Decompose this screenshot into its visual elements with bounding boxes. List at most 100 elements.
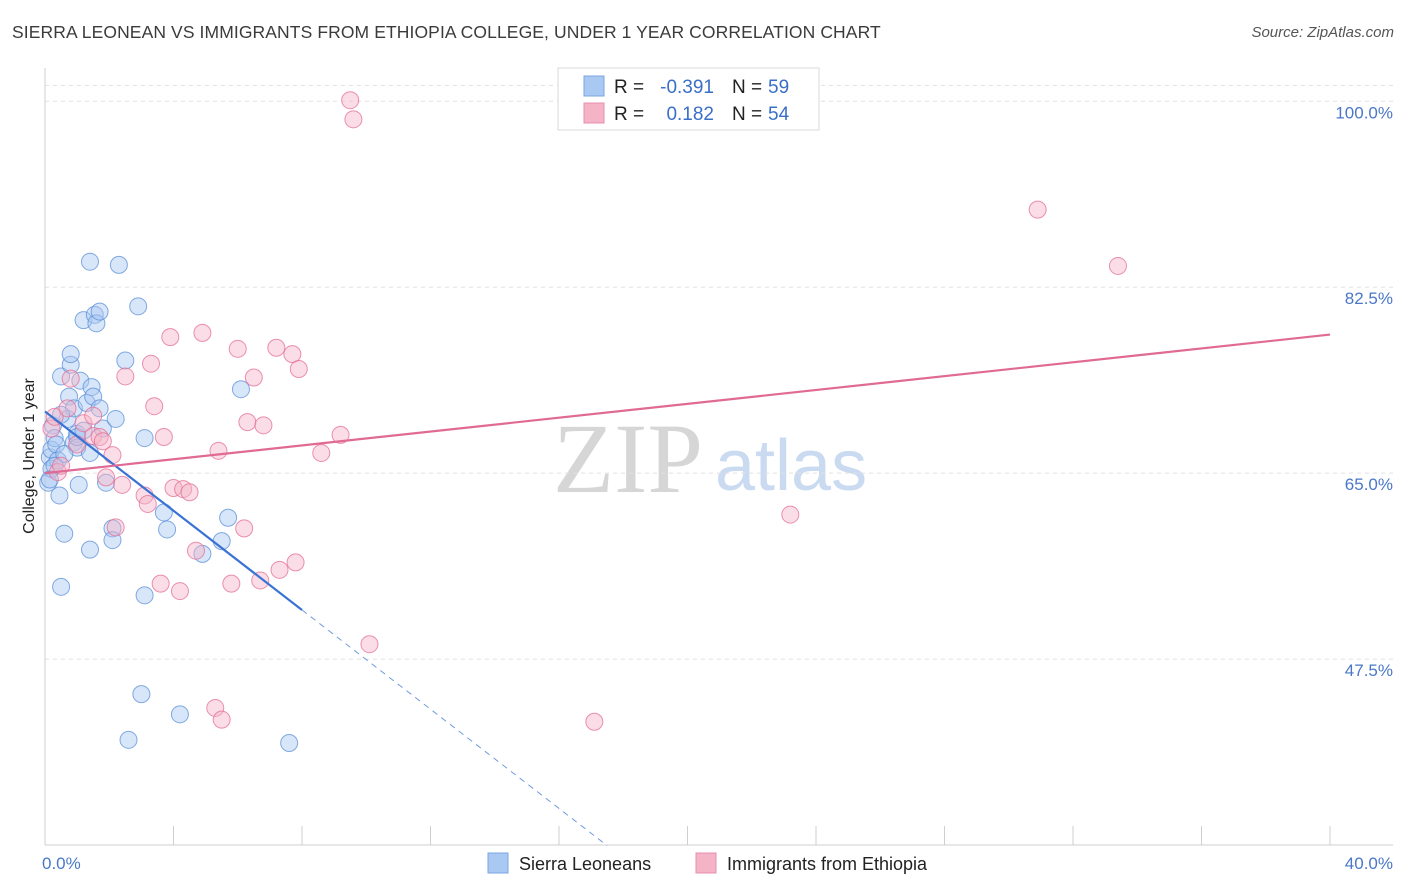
point-sierra-leonean — [69, 475, 88, 494]
y-tick-label: 47.5% — [1345, 661, 1393, 680]
point-sierra-leonean — [90, 399, 109, 418]
point-sierra-leonean — [61, 345, 80, 364]
stats-legend-r-value-2: 0.182 — [666, 104, 714, 125]
bottom-legend: Sierra Leoneans Immigrants from Ethiopia — [487, 852, 928, 874]
watermark-zip: ZIP — [553, 403, 703, 514]
point-immigrant-ethiopia — [222, 574, 241, 593]
point-immigrant-ethiopia — [138, 494, 157, 513]
point-immigrant-ethiopia — [145, 397, 164, 416]
stats-legend-n-value-1: 59 — [768, 77, 789, 98]
point-immigrant-ethiopia — [781, 505, 800, 524]
point-immigrant-ethiopia — [97, 468, 116, 487]
point-immigrant-ethiopia — [312, 443, 331, 462]
point-immigrant-ethiopia — [42, 419, 61, 438]
y-tick-label: 82.5% — [1345, 289, 1393, 308]
legend-label-sierra-leoneans: Sierra Leoneans — [519, 854, 651, 874]
point-sierra-leonean — [90, 302, 109, 321]
point-immigrant-ethiopia — [84, 426, 103, 445]
point-immigrant-ethiopia — [151, 574, 170, 593]
trend-line-sierra-leoneans — [44, 410, 303, 611]
source-credit: Source: ZipAtlas.com — [1251, 24, 1394, 41]
point-sierra-leonean — [170, 705, 189, 724]
point-sierra-leonean — [50, 486, 69, 505]
point-immigrant-ethiopia — [206, 698, 225, 717]
point-immigrant-ethiopia — [254, 416, 273, 435]
legend-label-immigrants-ethiopia: Immigrants from Ethiopia — [727, 854, 928, 874]
stats-legend: R = -0.391 N = 59 R = 0.182 N = 54 — [557, 67, 820, 131]
point-sierra-leonean — [106, 409, 125, 428]
stats-legend-r-value-1: -0.391 — [660, 77, 714, 98]
point-immigrant-ethiopia — [209, 441, 228, 460]
point-immigrant-ethiopia — [289, 360, 308, 378]
point-sierra-leonean — [61, 355, 80, 374]
point-immigrant-ethiopia — [93, 432, 112, 451]
point-sierra-leonean — [135, 586, 154, 605]
point-immigrant-ethiopia — [74, 414, 93, 433]
point-immigrant-ethiopia — [235, 519, 254, 538]
point-immigrant-ethiopia — [61, 369, 80, 388]
point-sierra-leonean — [158, 520, 177, 539]
point-immigrant-ethiopia — [142, 354, 161, 373]
stats-legend-n-value-2: 54 — [768, 104, 790, 125]
point-sierra-leonean — [52, 577, 71, 596]
point-sierra-leonean — [60, 387, 79, 406]
point-immigrant-ethiopia — [238, 413, 257, 432]
stats-legend-swatch-pink — [583, 102, 605, 124]
stats-legend-r-label-2: R = — [614, 104, 644, 125]
point-sierra-leonean — [231, 380, 250, 399]
point-sierra-leonean — [219, 508, 238, 527]
legend-swatch-immigrants-ethiopia — [695, 852, 717, 874]
y-tick-label: 65.0% — [1345, 475, 1393, 494]
point-sierra-leonean — [97, 473, 116, 492]
point-sierra-leonean — [109, 255, 128, 274]
point-sierra-leonean — [87, 314, 106, 333]
point-immigrant-ethiopia — [58, 399, 77, 418]
point-immigrant-ethiopia — [585, 712, 604, 731]
stats-legend-r-label-1: R = — [614, 77, 644, 98]
point-immigrant-ethiopia — [331, 425, 350, 444]
point-immigrant-ethiopia — [286, 553, 305, 572]
point-immigrant-ethiopia — [106, 518, 125, 537]
point-immigrant-ethiopia — [113, 475, 132, 494]
point-immigrant-ethiopia — [154, 428, 173, 446]
trend-line-sierra-leoneans-extension — [301, 609, 608, 847]
point-sierra-leonean — [80, 540, 99, 559]
point-immigrant-ethiopia — [116, 367, 135, 386]
axes — [44, 68, 1393, 846]
x-ticks: 0.0% 40.0% — [42, 826, 1393, 873]
point-sierra-leonean — [154, 503, 173, 522]
point-sierra-leonean — [119, 730, 138, 749]
point-immigrant-ethiopia — [161, 328, 180, 347]
y-tick-labels: 100.0% 82.5% 65.0% 47.5% — [1335, 103, 1393, 680]
point-immigrant-ethiopia — [1108, 256, 1127, 275]
legend-swatch-sierra-leoneans — [487, 852, 509, 874]
point-immigrant-ethiopia — [212, 710, 231, 729]
point-immigrant-ethiopia — [170, 582, 189, 601]
point-immigrant-ethiopia — [283, 345, 302, 364]
point-sierra-leonean — [55, 524, 74, 543]
point-sierra-leonean — [129, 297, 148, 316]
point-immigrant-ethiopia — [360, 635, 379, 654]
point-immigrant-ethiopia — [341, 91, 360, 110]
x-tick-label-min: 0.0% — [42, 854, 81, 873]
point-sierra-leonean — [80, 252, 99, 271]
trend-line-immigrants-ethiopia — [44, 333, 1331, 475]
point-immigrant-ethiopia — [68, 435, 87, 454]
point-sierra-leonean — [82, 378, 101, 397]
point-immigrant-ethiopia — [267, 338, 286, 357]
point-immigrant-ethiopia — [180, 483, 199, 502]
point-sierra-leonean — [135, 429, 154, 448]
point-immigrant-ethiopia — [251, 571, 270, 590]
point-immigrant-ethiopia — [270, 560, 289, 579]
point-sierra-leonean — [280, 734, 299, 752]
point-sierra-leonean — [84, 387, 103, 406]
point-immigrant-ethiopia — [193, 323, 212, 342]
y-axis-title: College, Under 1 year — [21, 378, 38, 534]
point-immigrant-ethiopia — [244, 368, 263, 387]
x-tick-label-max: 40.0% — [1345, 854, 1393, 873]
trend-lines — [44, 333, 1331, 847]
point-sierra-leonean — [55, 445, 74, 463]
point-sierra-leonean — [116, 351, 135, 370]
y-tick-label: 100.0% — [1335, 103, 1393, 122]
